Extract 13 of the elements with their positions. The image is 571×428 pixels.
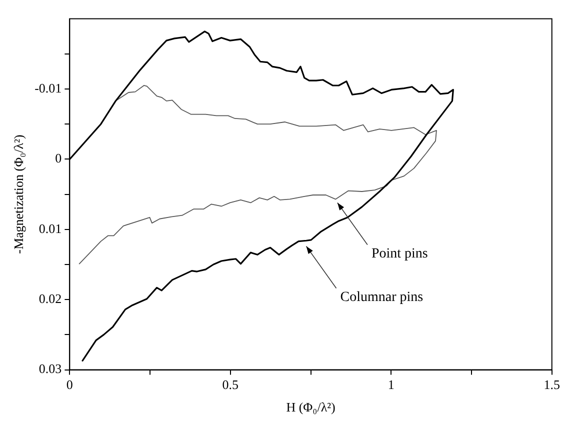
x-tick-label: 1.5 xyxy=(544,377,560,392)
annotation: Columnar pins xyxy=(340,290,424,305)
x-tick-label: 1 xyxy=(388,377,394,392)
x-tick-label: 0 xyxy=(66,377,73,392)
x-tick-label: 0.5 xyxy=(222,377,239,392)
y-tick-label: 0.03 xyxy=(38,361,62,376)
y-tick-label: 0.01 xyxy=(38,220,62,236)
annotation: Point pins xyxy=(371,246,428,262)
y-tick-label: 0 xyxy=(55,150,62,166)
y-tick-label: -0.01 xyxy=(34,80,62,96)
y-axis-title: -Magnetization (Φ₀/λ²) xyxy=(11,134,26,254)
x-axis-title: H (Φ₀/λ²) xyxy=(286,400,336,415)
y-tick-label: 0.02 xyxy=(38,291,62,306)
